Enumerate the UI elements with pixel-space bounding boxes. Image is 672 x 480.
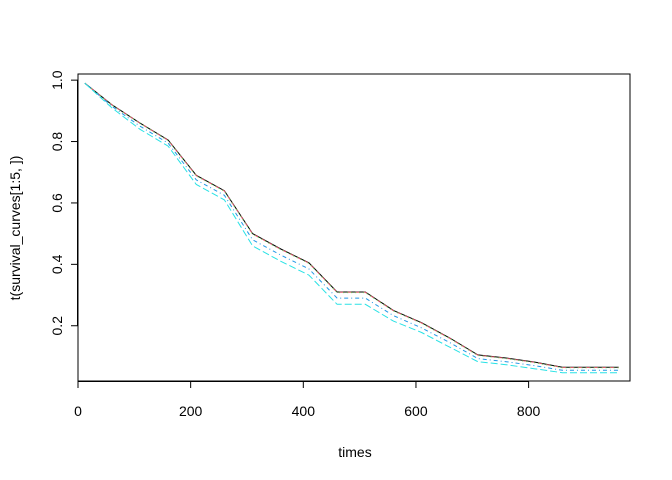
y-tick-label: 0.4 — [49, 254, 65, 274]
x-tick-label: 600 — [404, 403, 428, 419]
x-tick-label: 400 — [292, 403, 316, 419]
series-line-1 — [84, 82, 619, 368]
x-axis: 0 200 400 600 800 — [74, 381, 541, 419]
y-tick-label: 1.0 — [49, 70, 65, 90]
y-tick-label: 0.2 — [49, 316, 65, 336]
series-line-5 — [84, 82, 619, 374]
plot-box — [77, 73, 631, 382]
y-tick-label: 0.6 — [49, 193, 65, 213]
series-line-2 — [84, 82, 619, 368]
x-tick-label: 0 — [74, 403, 82, 419]
series-lines — [84, 82, 619, 374]
x-axis-title: times — [338, 444, 371, 460]
x-tick-label: 200 — [179, 403, 203, 419]
y-tick-label: 0.8 — [49, 132, 65, 152]
series-line-3 — [84, 82, 619, 369]
y-axis: 0.2 0.4 0.6 0.8 1.0 — [49, 70, 78, 335]
series-line-4 — [84, 82, 619, 371]
y-axis-title: t(survival_curves[1:5, ]) — [7, 156, 23, 301]
x-tick-label: 800 — [517, 403, 541, 419]
